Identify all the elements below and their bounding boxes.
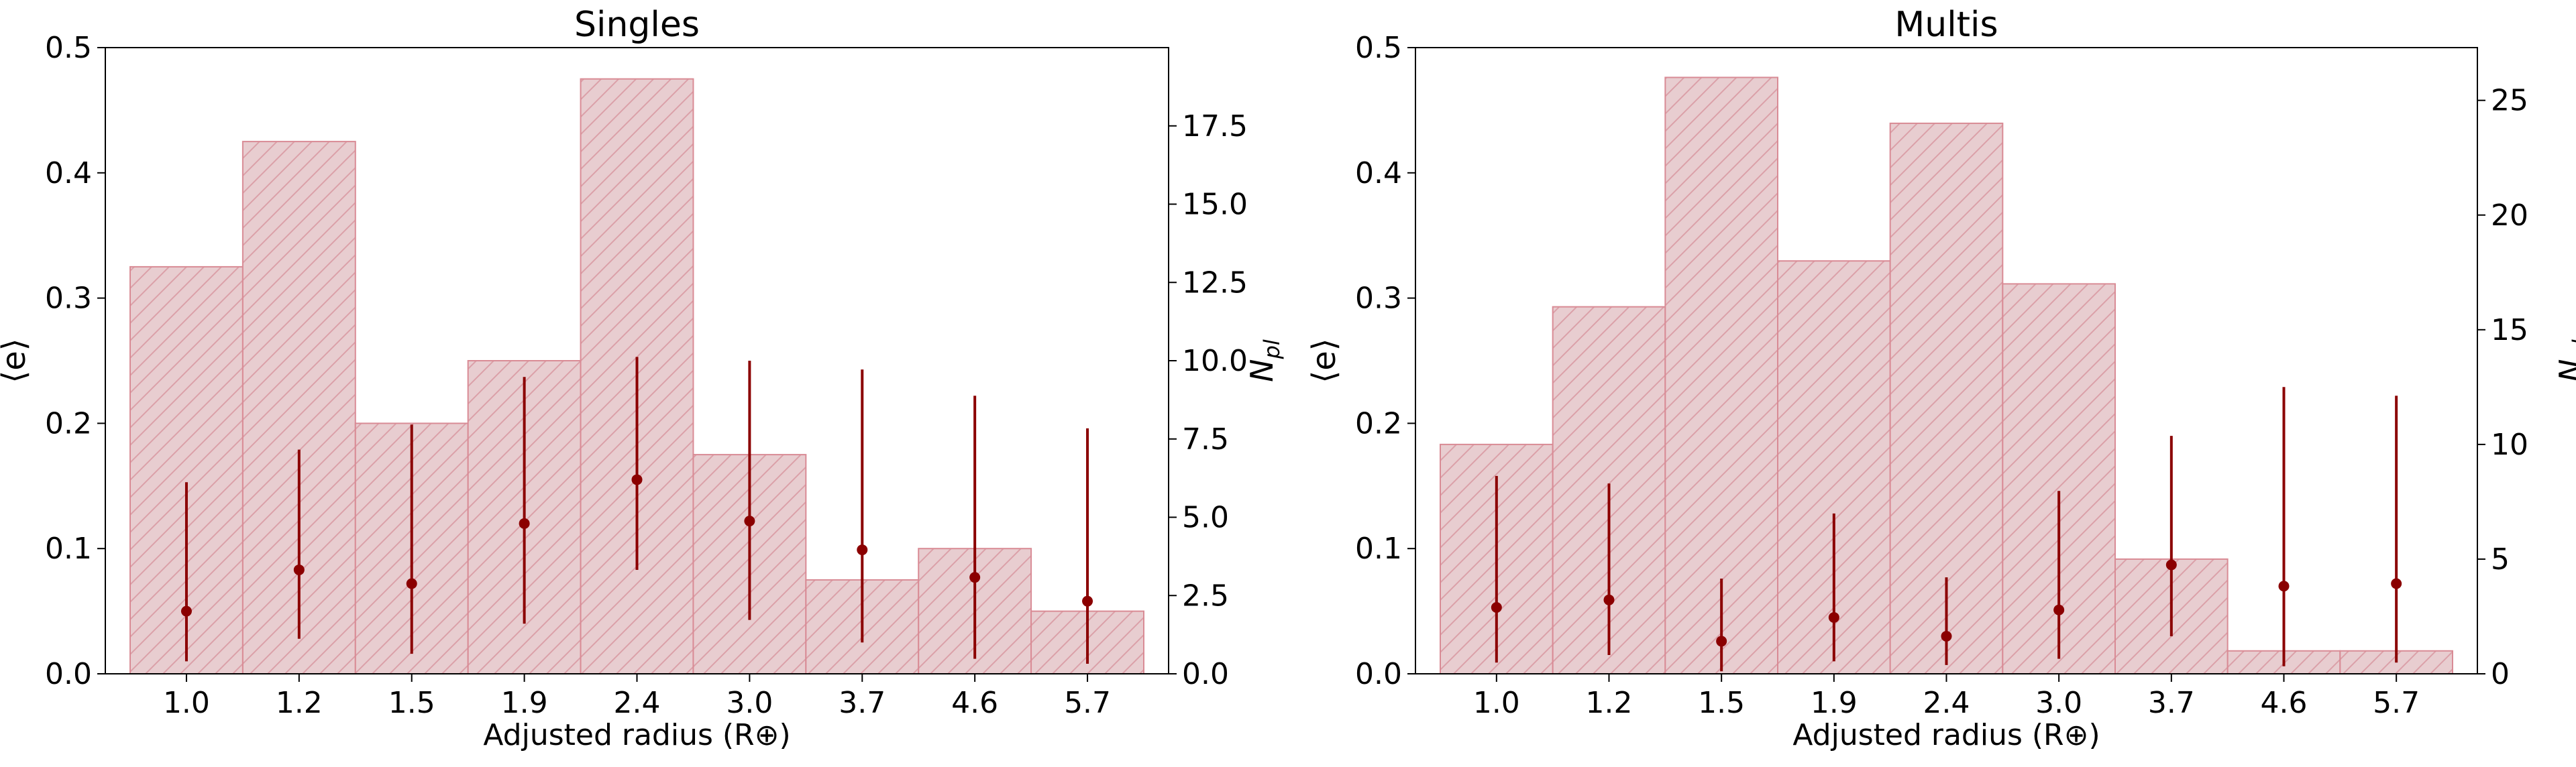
x-tick-label: 1.5 <box>1698 686 1745 720</box>
x-axis-label: Adjusted radius (R⊕) <box>483 718 790 752</box>
x-tick-label: 3.7 <box>2148 686 2195 720</box>
x-tick-label: 1.2 <box>276 686 323 720</box>
y2-tick-label: 2.5 <box>1182 579 1229 613</box>
y-tick-label: 0.2 <box>1355 406 1402 440</box>
y2-tick-label: 10.0 <box>1182 344 1248 378</box>
x-axis-label: Adjusted radius (R⊕) <box>1792 718 2100 752</box>
x-tick-label: 1.5 <box>388 686 435 720</box>
chart-title: Multis <box>1894 5 1998 45</box>
x-tick-label: 1.0 <box>163 686 210 720</box>
x-tick-label: 5.7 <box>2373 686 2420 720</box>
data-point <box>969 572 981 583</box>
data-point <box>631 474 643 485</box>
y2-tick-label: 0.0 <box>1182 657 1229 691</box>
y-tick-label: 0.5 <box>45 31 92 65</box>
y2-tick-label: 15 <box>2491 313 2528 347</box>
x-tick-label: 4.6 <box>951 686 998 720</box>
x-tick-label: 2.4 <box>614 686 661 720</box>
data-point <box>744 516 755 527</box>
data-point <box>1828 611 1839 623</box>
x-tick-label: 3.7 <box>839 686 885 720</box>
x-tick-label: 3.0 <box>726 686 773 720</box>
y-tick-label: 0.4 <box>45 156 92 190</box>
data-point <box>1716 636 1727 647</box>
data-point <box>180 605 192 617</box>
data-point <box>2053 604 2065 615</box>
y2-axis-label: Npl <box>1244 339 1285 382</box>
data-point <box>1082 595 1093 607</box>
y2-tick-label: 7.5 <box>1182 422 1229 457</box>
data-point <box>1491 601 1502 613</box>
y2-tick-label: 0 <box>2491 657 2510 691</box>
y-tick-label: 0.4 <box>1355 156 1402 190</box>
histogram-bar-hatch <box>1664 76 1778 674</box>
y2-tick-label: 12.5 <box>1182 266 1248 300</box>
y2-tick-label: 20 <box>2491 198 2528 233</box>
y-axis-label: ⟨e⟩ <box>1305 339 1343 384</box>
y2-tick-label: 10 <box>2491 428 2528 462</box>
y-tick-label: 0.0 <box>1355 657 1402 691</box>
data-point <box>857 544 868 556</box>
y-tick-label: 0.0 <box>45 657 92 691</box>
data-point <box>2391 578 2402 589</box>
data-point <box>293 564 305 575</box>
x-tick-label: 4.6 <box>2261 686 2308 720</box>
x-tick-label: 1.2 <box>1586 686 1633 720</box>
data-point <box>1603 594 1615 605</box>
x-tick-label: 1.9 <box>501 686 548 720</box>
y2-tick-label: 17.5 <box>1182 109 1248 143</box>
y-tick-label: 0.2 <box>45 406 92 440</box>
y2-axis-label: Npl <box>2553 339 2576 382</box>
data-point <box>519 518 530 529</box>
y2-tick-label: 15.0 <box>1182 188 1248 222</box>
y2-tick-label: 5.0 <box>1182 501 1229 535</box>
y-tick-label: 0.1 <box>45 532 92 566</box>
chart-panel-2: 0.0 0.1 0.2 0.3 0.4 0.5 0 5 10 15 20 25 1.0 1.2 1.5 1.9… <box>1305 5 2576 752</box>
x-tick-label: 3.0 <box>2035 686 2082 720</box>
y-axis-label: ⟨e⟩ <box>0 339 33 384</box>
data-point <box>2165 559 2177 571</box>
y2-tick-label: 25 <box>2491 84 2528 118</box>
chart-panel-1: 0.0 0.1 0.2 0.3 0.4 0.5 0.0 2.5 5.0 7.5 10.0 12.5 15… <box>0 5 1285 752</box>
x-tick-label: 1.0 <box>1473 686 1520 720</box>
y-tick-label: 0.1 <box>1355 532 1402 566</box>
y-tick-label: 0.3 <box>1355 282 1402 316</box>
y2-tick-label: 5 <box>2491 542 2510 577</box>
data-point <box>1941 630 1952 642</box>
x-tick-label: 2.4 <box>1923 686 1970 720</box>
y-tick-label: 0.5 <box>1355 31 1402 65</box>
x-tick-label: 1.9 <box>1811 686 1858 720</box>
data-point <box>406 578 417 589</box>
x-tick-label: 5.7 <box>1064 686 1111 720</box>
chart-title: Singles <box>574 5 700 45</box>
data-point <box>2278 581 2290 592</box>
y-tick-label: 0.3 <box>45 282 92 316</box>
